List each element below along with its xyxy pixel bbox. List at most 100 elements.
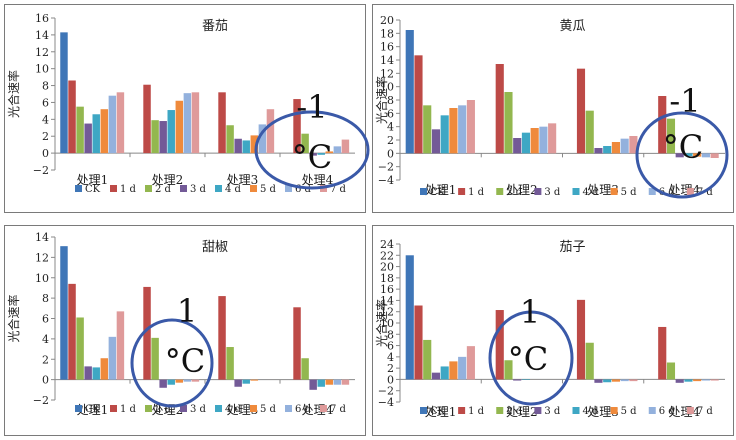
- legend-label: 5 d: [260, 184, 277, 195]
- bar-1-7: [108, 95, 117, 154]
- legend-label: 4 d: [225, 184, 242, 195]
- annotation-temperature-unit: °C: [165, 342, 205, 380]
- bar-3-2: [576, 299, 586, 380]
- bar-4-5: [684, 379, 693, 382]
- x-category-label: 处理1: [77, 403, 109, 417]
- bar-3-8: [629, 136, 638, 154]
- bar-1-6: [100, 109, 109, 154]
- y-tick-label: 0: [387, 373, 394, 386]
- y-tick-label: 22: [380, 249, 394, 262]
- bar-1-3: [423, 339, 432, 380]
- annotation-temperature-unit: °C: [663, 128, 703, 166]
- bar-2-8: [191, 379, 200, 382]
- legend-swatch: [458, 188, 466, 195]
- bar-3-2: [218, 296, 226, 380]
- bar-4-5: [317, 379, 325, 387]
- bar-1-1: [60, 32, 68, 154]
- bar-3-3: [585, 342, 594, 380]
- legend-label: 2 d: [155, 184, 172, 195]
- bar-1-2: [414, 305, 423, 380]
- y-tick-label: 14: [380, 54, 394, 67]
- y-axis-label: 光合速率: [374, 299, 389, 347]
- legend-swatch: [458, 407, 466, 414]
- legend-swatch: [75, 405, 82, 412]
- bar-2-2: [143, 286, 151, 380]
- bar-4-7: [701, 153, 710, 158]
- bar-1-7: [458, 105, 467, 154]
- bar-1-1: [405, 30, 414, 154]
- y-tick-label: 12: [380, 306, 394, 319]
- legend-label: 5 d: [621, 406, 638, 417]
- y-tick-label: 4: [42, 333, 49, 346]
- legend-label: 6 d: [659, 406, 676, 417]
- y-tick-label: 2: [42, 353, 49, 366]
- y-tick-label: −4: [378, 396, 394, 409]
- bar-1-2: [68, 80, 76, 154]
- x-category-label: 处理2: [152, 173, 184, 187]
- bar-3-8: [266, 109, 275, 154]
- y-tick-label: 10: [380, 81, 394, 94]
- legend-label: 1 d: [120, 404, 137, 415]
- bar-3-7: [620, 379, 629, 382]
- bar-3-7: [620, 138, 629, 154]
- bar-3-5: [242, 140, 250, 154]
- legend-label: 6 d: [295, 184, 312, 195]
- bar-4-5: [684, 153, 693, 156]
- legend-swatch: [686, 188, 694, 195]
- legend-swatch: [180, 185, 187, 192]
- y-tick-label: 2: [387, 362, 394, 375]
- legend-label: 6 d: [659, 187, 676, 198]
- bar-1-6: [449, 361, 458, 380]
- legend-label: CK: [85, 404, 101, 415]
- legend-label: 7 d: [330, 404, 347, 415]
- highlight-circle: [635, 111, 729, 199]
- bar-2-4: [513, 138, 522, 154]
- bar-1-7: [458, 356, 467, 380]
- bar-3-6: [250, 379, 259, 381]
- legend-swatch: [320, 405, 327, 412]
- bar-3-7: [258, 124, 267, 154]
- x-category-label: 处理2: [506, 405, 538, 419]
- legend-swatch: [534, 188, 542, 195]
- y-tick-label: 14: [35, 29, 49, 42]
- legend-swatch: [145, 185, 152, 192]
- legend-label: 5 d: [621, 187, 638, 198]
- bar-2-8: [191, 92, 200, 154]
- bar-2-5: [167, 110, 175, 154]
- legend-swatch: [285, 405, 292, 412]
- legend-label: 2 d: [506, 187, 523, 198]
- y-tick-label: 24: [380, 238, 394, 251]
- legend-swatch: [420, 188, 427, 195]
- y-tick-label: 18: [380, 27, 394, 40]
- legend-swatch: [686, 407, 694, 414]
- bar-4-5: [317, 153, 325, 155]
- annotation-temperature-value: 1: [177, 292, 197, 330]
- bar-2-5: [521, 132, 531, 154]
- panel-frame: [372, 4, 734, 213]
- y-tick-label: 12: [35, 46, 49, 59]
- highlight-circle: [130, 318, 214, 408]
- legend-swatch: [250, 405, 257, 412]
- bar-4-3: [301, 358, 309, 380]
- annotation-temperature-value: 1: [520, 293, 540, 331]
- bar-2-6: [175, 100, 184, 154]
- bar-4-3: [301, 133, 309, 154]
- legend-swatch: [496, 188, 504, 195]
- y-tick-label: 12: [380, 67, 394, 80]
- bar-4-4: [309, 153, 317, 156]
- bar-1-6: [100, 358, 109, 380]
- y-tick-label: 2: [42, 130, 49, 143]
- legend-label: 1 d: [468, 187, 485, 198]
- bar-3-2: [576, 68, 586, 154]
- bar-1-1: [60, 246, 68, 380]
- legend-label: 4 d: [583, 406, 600, 417]
- x-category-label: 处理1: [77, 173, 109, 187]
- x-category-label: 处理3: [227, 173, 259, 187]
- bar-1-4: [84, 123, 92, 154]
- bar-4-6: [325, 379, 334, 385]
- bar-2-6: [530, 128, 539, 154]
- y-tick-label: 4: [42, 113, 49, 126]
- bar-4-2: [293, 99, 301, 154]
